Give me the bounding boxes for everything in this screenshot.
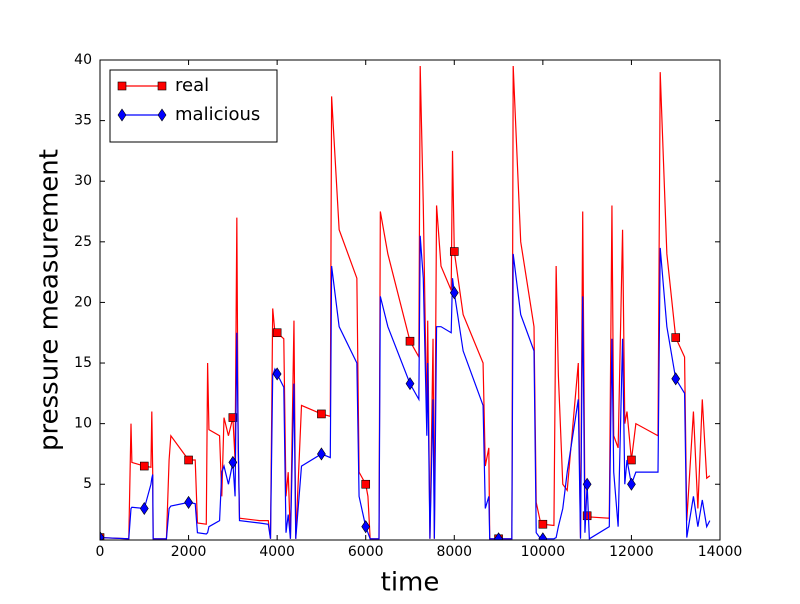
marker <box>671 372 681 386</box>
marker <box>538 532 548 540</box>
marker <box>405 336 415 346</box>
plot-area <box>100 66 711 540</box>
y-axis-label: pressure measurement <box>35 149 65 451</box>
x-tick-label: 6000 <box>348 544 384 560</box>
marker <box>228 413 238 422</box>
y-tick-label: 30 <box>74 173 92 189</box>
marker <box>139 501 149 516</box>
marker <box>361 520 371 534</box>
plot-frame <box>99 59 721 541</box>
marker <box>361 479 371 489</box>
marker <box>405 377 415 391</box>
x-tick-label: 8000 <box>436 544 472 560</box>
marker <box>317 409 326 419</box>
y-tick-label: 25 <box>74 234 92 250</box>
legend-box <box>109 69 278 143</box>
marker <box>449 247 459 256</box>
marker <box>582 511 592 521</box>
legend-label: malicious <box>175 104 260 125</box>
marker <box>157 81 167 91</box>
y-tick-label: 35 <box>74 113 92 129</box>
marker <box>272 367 282 381</box>
marker <box>117 108 127 122</box>
marker <box>449 286 459 300</box>
marker <box>100 531 105 540</box>
marker <box>671 333 681 342</box>
marker <box>627 455 636 465</box>
x-tick-label: 14000 <box>698 544 743 560</box>
y-tick-label: 5 <box>83 476 92 492</box>
x-tick-label: 0 <box>96 544 105 560</box>
y-tick-label: 10 <box>74 416 92 432</box>
x-tick-label: 2000 <box>171 544 207 560</box>
marker <box>627 477 636 491</box>
marker <box>228 455 238 469</box>
x-tick-label: 10000 <box>521 544 566 560</box>
marker <box>538 519 548 529</box>
marker <box>317 447 326 461</box>
marker <box>139 461 149 471</box>
y-tick-label: 15 <box>74 355 92 371</box>
y-tick-label: 20 <box>74 294 92 310</box>
y-tick-label: 40 <box>74 52 92 68</box>
marker <box>494 532 503 540</box>
marker <box>272 328 282 338</box>
marker <box>157 108 167 122</box>
marker <box>117 81 127 91</box>
x-axis-label: time <box>381 568 440 598</box>
marker <box>184 455 193 465</box>
series-line <box>100 66 711 540</box>
marker <box>184 495 193 509</box>
x-tick-label: 4000 <box>259 544 295 560</box>
x-tick-label: 12000 <box>609 544 654 560</box>
marker <box>582 477 592 491</box>
series-line <box>100 235 711 540</box>
legend-label: real <box>175 75 209 96</box>
